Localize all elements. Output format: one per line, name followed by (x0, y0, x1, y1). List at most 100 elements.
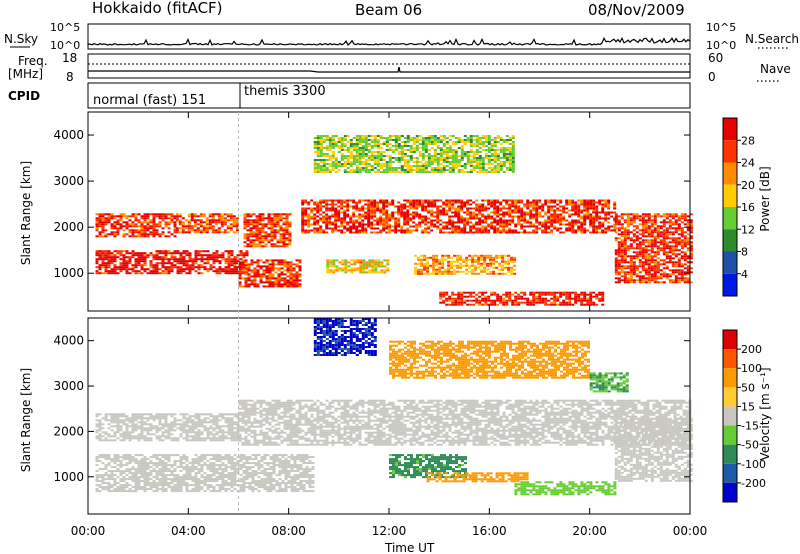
power-cell (436, 153, 440, 155)
power-cell (623, 221, 627, 224)
power-cell (218, 254, 222, 257)
power-cell (620, 275, 624, 278)
power-cell (152, 256, 156, 259)
power-cell (647, 277, 651, 280)
power-cell (355, 135, 359, 137)
power-cell (227, 264, 231, 267)
power-cell (325, 201, 329, 204)
power-cell (644, 263, 648, 266)
power-cell (361, 169, 365, 171)
power-cell (175, 229, 179, 232)
power-cell (376, 155, 380, 157)
power-cell (264, 223, 268, 226)
power-cell (227, 268, 231, 271)
power-cell (270, 237, 274, 240)
power-cell (589, 295, 593, 298)
power-cell (289, 271, 293, 274)
power-cell (261, 229, 265, 232)
power-cell (376, 171, 380, 173)
power-cell (199, 231, 203, 234)
power-cell (562, 215, 566, 218)
power-cell (161, 231, 165, 234)
power-cell (541, 299, 545, 302)
power-cell (283, 269, 287, 272)
power-cell (385, 169, 389, 171)
power-cell (632, 239, 636, 242)
power-cell (188, 256, 192, 259)
power-cell (481, 167, 485, 169)
power-cell (95, 262, 99, 265)
power-cell (268, 263, 272, 266)
power-cell (190, 213, 194, 216)
velocity-cell (95, 464, 99, 467)
power-cell (244, 285, 248, 288)
power-cell (442, 225, 446, 228)
power-cell (203, 262, 207, 265)
power-cell (441, 264, 445, 267)
power-cell (653, 271, 657, 274)
power-cell (364, 141, 368, 143)
power-cell (462, 260, 466, 263)
power-cell (388, 219, 392, 222)
power-cell (282, 227, 286, 230)
power-cell (626, 213, 630, 216)
power-cell (256, 269, 260, 272)
power-cell (511, 159, 515, 161)
power-cell (595, 211, 599, 214)
power-cell (394, 137, 398, 139)
power-cell (632, 215, 636, 218)
power-cell (463, 141, 467, 143)
power-cell (415, 225, 419, 228)
power-cell (632, 269, 636, 272)
power-cell (610, 229, 614, 232)
power-cell (310, 229, 314, 232)
power-cell (481, 299, 485, 302)
power-cell (187, 219, 191, 222)
velocity-cell (98, 474, 102, 477)
power-cell (334, 223, 338, 226)
power-cell (435, 260, 439, 263)
power-cell (403, 203, 407, 206)
power-cell (113, 233, 117, 236)
power-cell (367, 221, 371, 224)
power-cell (277, 285, 281, 288)
power-cell (230, 258, 234, 261)
power-cell (583, 215, 587, 218)
power-cell (445, 205, 449, 208)
power-cell (547, 303, 551, 306)
power-cell (235, 223, 239, 226)
power-cell (680, 273, 684, 276)
power-cell (270, 239, 274, 242)
power-cell (319, 153, 323, 155)
power-cell (589, 199, 593, 202)
power-cell (653, 213, 657, 216)
power-cell (258, 245, 262, 248)
power-cell (137, 221, 141, 224)
power-cell (677, 273, 681, 276)
power-cell (176, 258, 180, 261)
power-cell (307, 207, 311, 210)
power-cell (641, 277, 645, 280)
power-cell (322, 135, 326, 137)
power-cell (332, 263, 336, 266)
power-cell (638, 281, 642, 284)
power-cell (499, 299, 503, 302)
power-cell (629, 231, 633, 234)
power-cell (193, 229, 197, 232)
power-cell (463, 225, 467, 228)
power-cell (442, 161, 446, 163)
power-cell (445, 299, 449, 302)
power-cell (319, 225, 323, 228)
power-cell (472, 215, 476, 218)
power-cell (128, 256, 132, 259)
power-cell (647, 281, 651, 284)
power-cell (388, 161, 392, 163)
power-cell (638, 219, 642, 222)
power-cell (346, 215, 350, 218)
power-cell (553, 209, 557, 212)
power-cell (113, 270, 117, 273)
power-cell (454, 137, 458, 139)
power-cell (409, 225, 413, 228)
power-cell (514, 231, 518, 234)
power-cell (167, 252, 171, 255)
